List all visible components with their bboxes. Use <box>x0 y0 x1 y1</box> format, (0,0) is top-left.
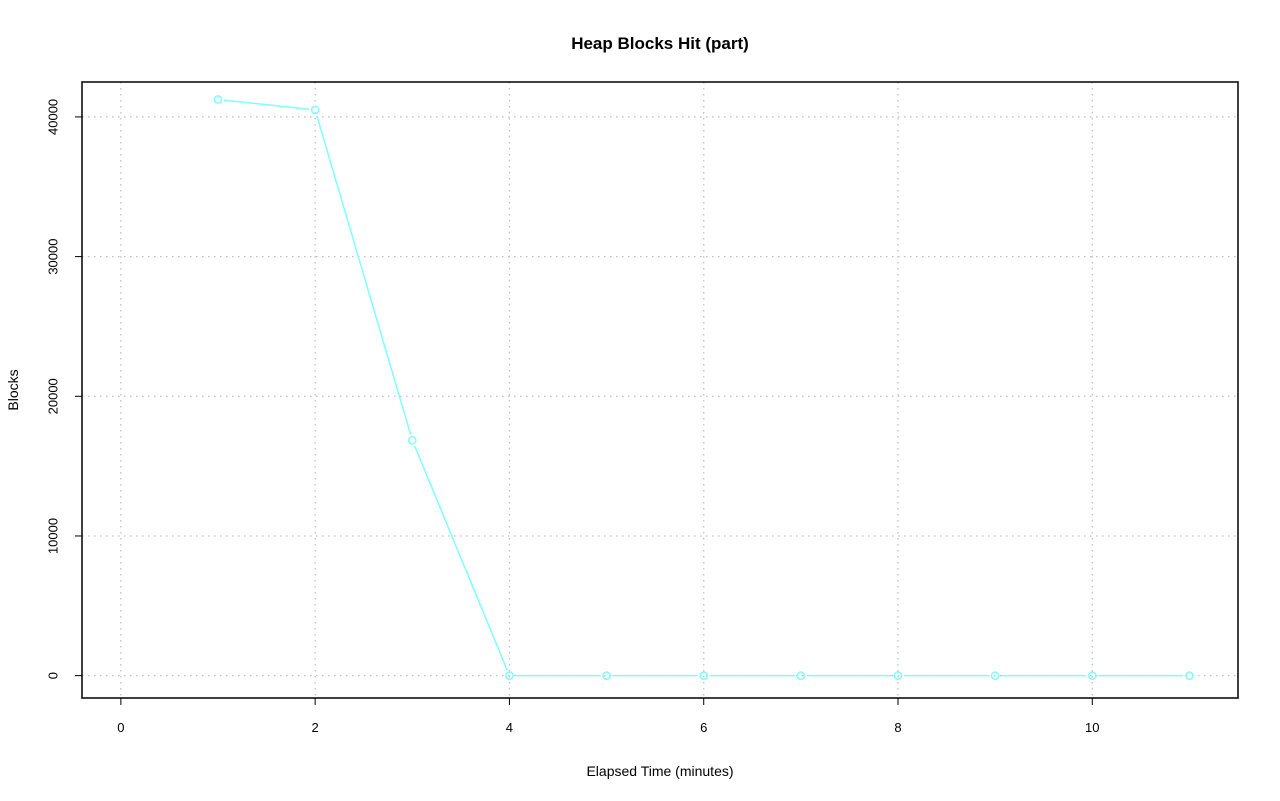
plot-frame <box>81 81 1239 699</box>
data-point <box>796 671 806 681</box>
data-point <box>990 671 1000 681</box>
data-point <box>310 105 320 115</box>
y-tick-label: 20000 <box>45 378 60 414</box>
data-point <box>893 671 903 681</box>
y-axis-label: Blocks <box>5 369 21 410</box>
series-segment <box>413 445 508 671</box>
y-tick-label: 10000 <box>45 518 60 554</box>
data-point <box>407 435 417 445</box>
x-tick-label: 4 <box>506 720 513 735</box>
data-point <box>1087 671 1097 681</box>
x-tick-label: 10 <box>1085 720 1099 735</box>
x-tick-label: 0 <box>117 720 124 735</box>
data-point <box>213 95 223 104</box>
series-segment <box>316 115 412 435</box>
x-tick-label: 8 <box>894 720 901 735</box>
series <box>213 95 1194 681</box>
y-axis: 0 10000 20000 30000 40000 <box>45 99 82 679</box>
chart-title: Heap Blocks Hit (part) <box>571 34 749 53</box>
x-axis-label: Elapsed Time (minutes) <box>586 763 733 779</box>
grid <box>82 82 1238 698</box>
data-point <box>505 671 514 681</box>
y-tick-label: 40000 <box>45 99 60 135</box>
y-tick-label: 0 <box>45 672 60 679</box>
data-point <box>1185 671 1194 681</box>
series-segment <box>223 99 310 111</box>
x-tick-label: 6 <box>700 720 707 735</box>
y-tick-label: 30000 <box>45 239 60 275</box>
data-point <box>602 671 611 681</box>
data-point <box>699 671 709 681</box>
x-tick-label: 2 <box>312 720 319 735</box>
x-axis: 0 2 4 6 8 10 <box>117 697 1100 735</box>
